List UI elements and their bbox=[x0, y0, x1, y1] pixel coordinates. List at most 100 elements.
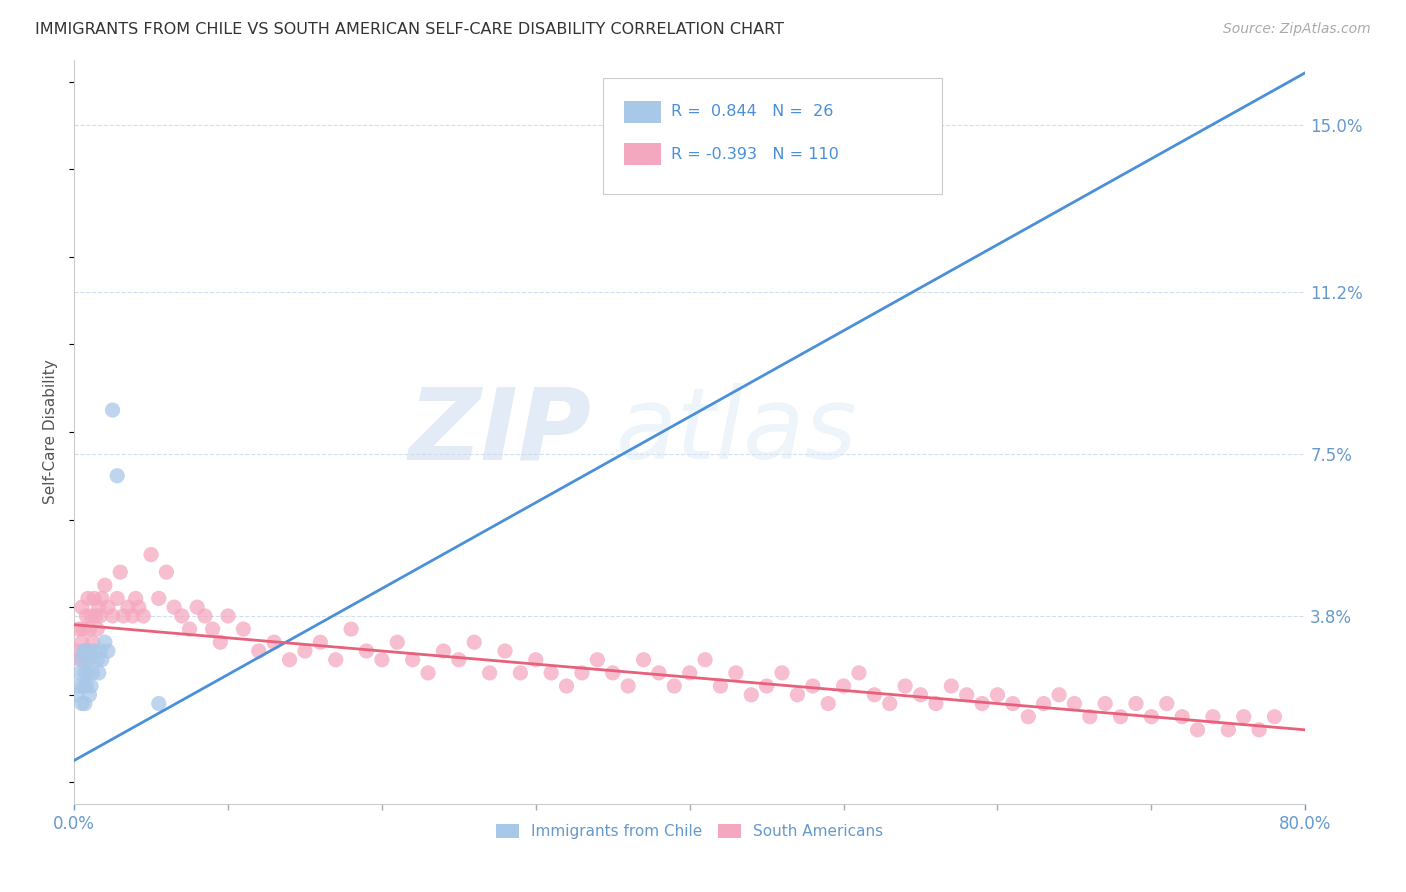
Point bbox=[179, 622, 201, 636]
Point bbox=[90, 653, 112, 667]
Point bbox=[1078, 709, 1101, 723]
Point bbox=[217, 609, 239, 624]
Point bbox=[447, 653, 470, 667]
Point bbox=[1001, 697, 1024, 711]
Point bbox=[72, 622, 94, 636]
Point bbox=[848, 665, 870, 680]
Point bbox=[925, 697, 948, 711]
Point bbox=[83, 591, 105, 606]
Point bbox=[478, 665, 501, 680]
Point bbox=[73, 665, 96, 680]
FancyBboxPatch shape bbox=[603, 78, 942, 194]
Point bbox=[1249, 723, 1271, 737]
Point bbox=[247, 644, 270, 658]
Point bbox=[894, 679, 917, 693]
Point bbox=[693, 653, 716, 667]
Point bbox=[87, 665, 110, 680]
Point bbox=[89, 609, 111, 624]
Point bbox=[1017, 709, 1039, 723]
Point bbox=[94, 635, 117, 649]
Point bbox=[128, 600, 150, 615]
Point bbox=[148, 697, 170, 711]
Point bbox=[117, 600, 139, 615]
Point bbox=[786, 688, 808, 702]
Point bbox=[416, 665, 439, 680]
Point bbox=[148, 591, 170, 606]
Point bbox=[110, 565, 132, 579]
Point bbox=[97, 644, 120, 658]
Point bbox=[1063, 697, 1085, 711]
Point bbox=[70, 653, 93, 667]
Point bbox=[77, 665, 100, 680]
Point bbox=[80, 609, 103, 624]
Point bbox=[356, 644, 378, 658]
Point bbox=[340, 622, 363, 636]
Point bbox=[1156, 697, 1178, 711]
FancyBboxPatch shape bbox=[624, 101, 661, 123]
Point bbox=[648, 665, 671, 680]
Point bbox=[970, 697, 993, 711]
Point bbox=[709, 679, 731, 693]
Point bbox=[1187, 723, 1209, 737]
Point bbox=[163, 600, 186, 615]
Point bbox=[67, 679, 90, 693]
Point bbox=[986, 688, 1008, 702]
Point bbox=[70, 635, 93, 649]
Point bbox=[1233, 709, 1256, 723]
Point bbox=[617, 679, 640, 693]
FancyBboxPatch shape bbox=[624, 143, 661, 165]
Point bbox=[66, 644, 89, 658]
Point bbox=[232, 622, 254, 636]
Point bbox=[524, 653, 547, 667]
Point bbox=[97, 600, 120, 615]
Point bbox=[910, 688, 932, 702]
Point bbox=[1094, 697, 1116, 711]
Point bbox=[80, 679, 103, 693]
Point bbox=[432, 644, 454, 658]
Text: atlas: atlas bbox=[616, 384, 858, 481]
Point bbox=[879, 697, 901, 711]
Point bbox=[82, 635, 104, 649]
Point bbox=[294, 644, 316, 658]
Point bbox=[73, 644, 96, 658]
Point bbox=[67, 622, 90, 636]
Point bbox=[402, 653, 425, 667]
Point bbox=[263, 635, 285, 649]
Point bbox=[105, 468, 128, 483]
Point bbox=[633, 653, 655, 667]
Point bbox=[89, 644, 111, 658]
Point bbox=[75, 679, 97, 693]
Point bbox=[371, 653, 394, 667]
Point bbox=[69, 653, 91, 667]
Point bbox=[801, 679, 824, 693]
Point bbox=[124, 591, 146, 606]
Point bbox=[132, 609, 155, 624]
Point bbox=[602, 665, 624, 680]
Point bbox=[155, 565, 177, 579]
Point bbox=[79, 644, 101, 658]
Point bbox=[77, 591, 100, 606]
Point bbox=[86, 653, 108, 667]
Y-axis label: Self-Care Disability: Self-Care Disability bbox=[44, 359, 58, 504]
Point bbox=[75, 609, 97, 624]
Point bbox=[1109, 709, 1132, 723]
Point bbox=[278, 653, 301, 667]
Point bbox=[755, 679, 778, 693]
Point bbox=[82, 665, 104, 680]
Point bbox=[72, 679, 94, 693]
Point bbox=[75, 644, 97, 658]
Point bbox=[201, 622, 224, 636]
Point bbox=[72, 644, 94, 658]
Point bbox=[101, 403, 124, 417]
Point bbox=[121, 609, 143, 624]
Point bbox=[105, 591, 128, 606]
Point bbox=[1202, 709, 1225, 723]
Point bbox=[69, 665, 91, 680]
Text: ZIP: ZIP bbox=[408, 384, 591, 481]
Point bbox=[863, 688, 886, 702]
Point bbox=[941, 679, 963, 693]
Point bbox=[555, 679, 578, 693]
Point bbox=[832, 679, 855, 693]
Point bbox=[679, 665, 702, 680]
Point bbox=[139, 548, 162, 562]
